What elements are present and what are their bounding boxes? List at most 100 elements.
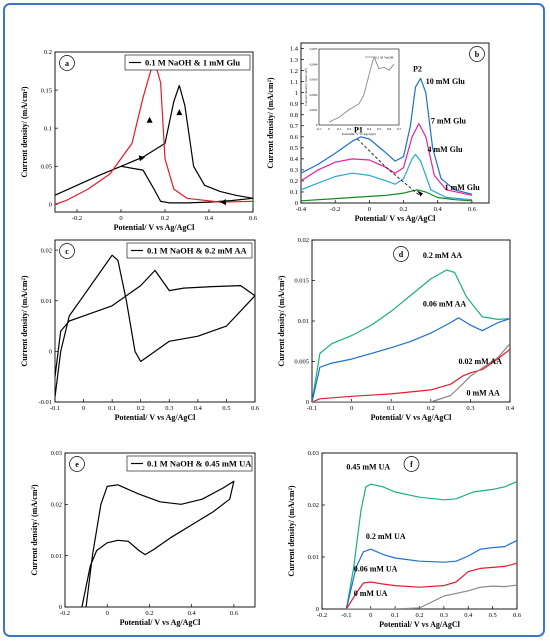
legend-label: 0.1 M NaOH & 0.45 mM UA [147,459,252,469]
x-tick-label: 0.4 [194,405,203,412]
series-line-d-0 [312,269,510,402]
legend-box [126,455,253,472]
y-tick-label: 0.05 [41,163,52,170]
x-tick-label: 0.6 [230,610,239,617]
series-label: 4 mM Glu [427,145,463,154]
y-tick-label: 0.01 [41,298,52,305]
series-line-d-1 [312,317,510,402]
x-tick-label: 0.4 [464,612,473,619]
plot-area-e [64,452,256,608]
x-tick-label: 0.1 [108,405,116,412]
plot-area-d [311,239,511,403]
y-tick-label: 0.03 [308,450,319,457]
y-axis-label: Current density/ (mA/cm²) [20,86,29,177]
y-tick-label: 0.3 [290,167,298,174]
x-axis-label: Potential/ V vs Ag/AgCl [379,620,461,629]
series-label: 0 mM UA [354,589,388,598]
y-tick-label: 0.5 [290,145,298,152]
x-axis-label: Potential/ V vs Ag/AgCl [371,413,453,422]
panel-letter: d [399,250,404,259]
panel-letter: e [75,460,79,469]
inset-x-label: Potential/ V vs Ag/AgCl [342,132,376,136]
y-tick-label: 0.02 [308,502,319,509]
x-tick-label: -0.4 [296,206,307,213]
x-tick-label: 0.4 [506,405,515,412]
x-tick-label: -0.1 [50,405,60,412]
x-axis-label: Potential/ V vs Ag/AgCl [120,618,202,627]
peak-label-p1: P1 [354,125,363,134]
x-tick-label: 0.2 [145,610,153,617]
y-tick-label: 0.03 [51,450,62,457]
y-axis-label: Current density/ (mA/cm²) [266,77,275,168]
x-tick-label: 0.3 [165,405,173,412]
x-tick-label: 0.2 [415,612,423,619]
y-tick-label: 0.2 [44,49,52,56]
arrow-marker [138,155,146,162]
inset-y-label: Current density/ (mA/cm²) [304,67,308,105]
panel-letter: f [410,460,413,469]
x-tick-label: 0.1 [387,405,395,412]
series-line-f-3 [346,584,517,609]
series-line-a-1 [55,59,253,205]
y-tick-label: 0.2 [290,178,298,185]
x-tick-label: 0.2 [137,405,145,412]
x-axis-label: Potential/ V vs Ag/AgCl [114,223,196,232]
x-tick-label: 0.6 [513,612,522,619]
series-label: 0.2 mM AA [423,251,463,260]
inset-y-tick: 0.004 [310,62,318,66]
inset-x-tick: 0.4 [367,127,372,131]
x-axis-label: Potential/ V vs Ag/AgCl [355,214,437,223]
trend-arrow [416,190,423,197]
y-tick-label: 1 [295,90,298,97]
y-tick-label: 0 [316,606,319,613]
inset-y-tick: 0 [316,123,318,127]
arrow-marker [176,109,183,116]
y-tick-label: 0.1 [44,125,52,132]
y-tick-label: -0.01 [38,399,52,406]
series-label: 0 mM AA [466,389,500,398]
x-tick-label: 0.4 [188,610,197,617]
series-line-d-2 [312,348,510,402]
inset-x-tick: 0.3 [357,127,362,131]
x-tick-label: -0.2 [317,612,327,619]
trend-line [357,138,421,197]
series-label: 0.06 mM AA [423,299,467,308]
y-tick-label: 0.7 [290,123,299,130]
x-tick-label: 0.3 [440,612,448,619]
x-tick-label: 0.1 [391,612,399,619]
y-tick-label: 0 [295,200,298,207]
x-tick-label: 0.2 [399,206,407,213]
plot-area-b [300,42,490,204]
panel-c: -0.1 0 0.1 0.2 0.3 0.4 0.5 0.6 -0.01 0 0.01 0.02 Pot… [20,239,260,422]
plot-area-c [54,239,256,403]
x-tick-label: 0.4 [434,206,443,213]
y-tick-label: 0.02 [298,237,309,244]
panel-letter: c [65,247,69,256]
x-tick-label: 0.6 [249,215,258,222]
y-tick-label: 0.015 [294,278,309,285]
x-tick-label: -0.1 [307,405,317,412]
legend-box [124,54,251,71]
x-tick-label: 0.5 [489,612,497,619]
plot-area-a [54,51,254,213]
y-tick-label: 1.2 [290,68,298,75]
y-tick-label: 0.01 [298,318,309,325]
y-tick-label: 0.01 [308,554,319,561]
inset-frame [318,48,400,126]
x-tick-label: -0.2 [60,610,70,617]
x-tick-label: -0.2 [72,215,82,222]
panel-f: -0.2 -0.1 0 0.1 0.2 0.3 0.4 0.5 0.6 0 0.01 0.02 0.03… [287,450,522,629]
y-tick-label: 0.15 [41,87,52,94]
y-tick-label: 0.1 [290,189,298,196]
x-tick-label: 0.6 [251,405,260,412]
y-tick-label: 0.005 [294,359,309,366]
y-tick-label: 0.02 [51,502,62,509]
series-label: 0.45 mM UA [346,463,390,472]
inset-x-tick: 0.7 [397,127,402,131]
y-tick-label: 0.6 [290,134,299,141]
y-tick-label: 0.4 [290,156,299,163]
x-tick-label: 0.4 [205,215,214,222]
y-tick-label: 0.9 [290,101,298,108]
panel-letter-circle [469,46,485,62]
